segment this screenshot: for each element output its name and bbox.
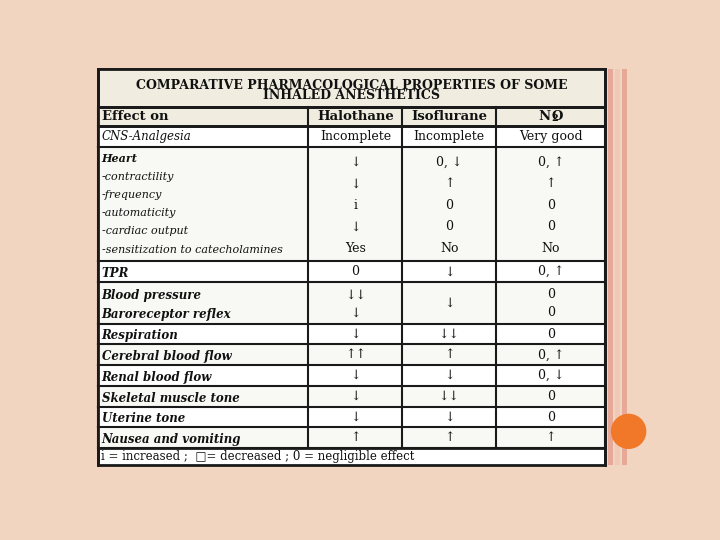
Text: Respiration: Respiration [102,329,179,342]
Text: Halothane: Halothane [317,110,394,123]
Bar [98,407,606,428]
Text: ↓: ↓ [350,390,361,403]
Circle shape [611,414,646,448]
Text: 0, ↑: 0, ↑ [538,265,564,278]
Bar [98,365,606,386]
Bar [98,107,606,126]
Bar [98,69,606,107]
Text: ↓: ↓ [350,220,361,233]
Text: ↑: ↑ [546,431,556,444]
Text: Skeletal muscle tone: Skeletal muscle tone [102,392,239,404]
Text: ↑: ↑ [444,348,454,361]
Text: Cerebral blood flow: Cerebral blood flow [102,350,231,363]
Bar [98,261,606,282]
Bar [98,147,606,261]
Text: ↓: ↓ [350,306,361,319]
Text: Renal blood flow: Renal blood flow [102,371,212,384]
Text: 2: 2 [552,114,558,123]
Text: ↓: ↓ [444,265,454,278]
Text: i: i [354,199,357,212]
Text: 0: 0 [546,410,555,423]
Text: ↓: ↓ [350,177,361,190]
Bar [98,428,606,448]
Text: 0: 0 [445,199,454,212]
Text: Isoflurane: Isoflurane [411,110,487,123]
Text: Yes: Yes [345,242,366,255]
Bar [621,69,627,465]
Text: 0: 0 [546,288,555,301]
Text: 0: 0 [351,265,359,278]
Bar [98,345,606,365]
Text: ↑: ↑ [546,177,556,190]
Text: -automaticity: -automaticity [102,208,176,218]
Text: N: N [539,110,551,123]
Text: INHALED ANESTHETICS: INHALED ANESTHETICS [263,89,440,102]
Text: Uterine tone: Uterine tone [102,413,185,426]
Bar [98,323,606,345]
Bar [98,386,606,407]
Text: -contractility: -contractility [102,172,174,182]
Text: i = increased ;  □= decreased ; 0 = negligible effect: i = increased ; □= decreased ; 0 = negli… [101,450,414,463]
Text: Effect on: Effect on [102,110,169,123]
Bar [98,126,606,147]
Text: ↓: ↓ [444,410,454,423]
Text: 0, ↓: 0, ↓ [436,156,462,168]
Text: Very good: Very good [519,130,582,143]
Text: 0: 0 [546,328,555,341]
Text: No: No [541,242,560,255]
Text: ↑: ↑ [444,431,454,444]
Text: ↓: ↓ [350,328,361,341]
Text: -cardiac output: -cardiac output [102,226,188,237]
Text: ↑: ↑ [444,177,454,190]
Bar [608,69,613,465]
Text: TPR: TPR [102,267,129,280]
Bar [98,282,606,323]
Text: Blood pressure: Blood pressure [102,289,202,302]
Text: 0: 0 [546,199,555,212]
Text: CNS-Analgesia: CNS-Analgesia [102,130,192,143]
Text: Baroreceptor reflex: Baroreceptor reflex [102,308,231,321]
Text: 0: 0 [546,220,555,233]
Text: Incomplete: Incomplete [320,130,391,143]
Bar [615,69,620,465]
Text: 0: 0 [546,390,555,403]
Text: -frequency: -frequency [102,190,162,200]
Text: Nausea and vomiting: Nausea and vomiting [102,433,241,446]
Text: ↑↑: ↑↑ [345,348,366,361]
Text: 0, ↑: 0, ↑ [538,156,564,168]
Text: O: O [552,110,563,123]
Text: 0: 0 [445,220,454,233]
Text: 0, ↓: 0, ↓ [538,369,564,382]
Text: 0: 0 [546,306,555,319]
Text: Heart: Heart [102,153,138,165]
Text: ↓: ↓ [444,369,454,382]
Text: -sensitization to catecholamines: -sensitization to catecholamines [102,245,282,254]
Text: ↓↓: ↓↓ [345,288,366,301]
Text: COMPARATIVE PHARMACOLOGICAL PROPERTIES OF SOME: COMPARATIVE PHARMACOLOGICAL PROPERTIES O… [136,79,567,92]
Text: Incomplete: Incomplete [414,130,485,143]
Text: ↓: ↓ [350,410,361,423]
Text: ↓: ↓ [350,156,361,168]
Text: ↓↓: ↓↓ [438,390,460,403]
Text: 0, ↑: 0, ↑ [538,348,564,361]
Text: ↑: ↑ [350,431,361,444]
Text: No: No [440,242,459,255]
Text: ↓↓: ↓↓ [438,328,460,341]
Text: ↓: ↓ [350,369,361,382]
Text: ↓: ↓ [444,296,454,309]
